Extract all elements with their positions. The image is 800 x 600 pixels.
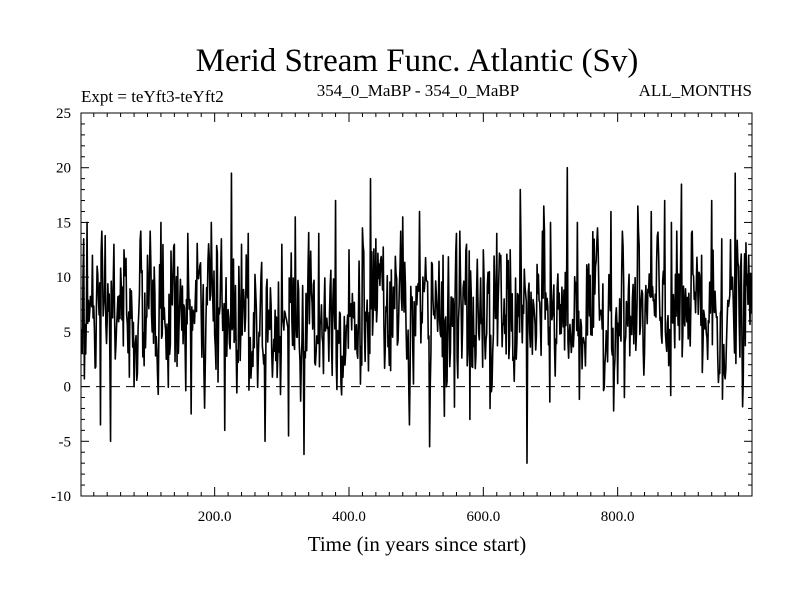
x-tick-label: 200.0: [198, 509, 232, 525]
x-axis-label: Time (in years since start): [308, 532, 527, 556]
y-tick-label: 20: [56, 161, 71, 177]
x-tick-label: 600.0: [466, 509, 500, 525]
x-tick-label: 400.0: [332, 509, 366, 525]
months-label: ALL_MONTHS: [639, 81, 752, 100]
series-line: [81, 166, 752, 464]
period-label: 354_0_MaBP - 354_0_MaBP: [317, 81, 519, 100]
y-tick-label: 25: [56, 106, 71, 122]
plot-frame: [80, 112, 753, 497]
chart-title: Merid Stream Func. Atlantic (Sv): [196, 43, 639, 79]
y-tick-label: 5: [64, 325, 72, 341]
ticks-layer: -10 -5 0 5 10 15 20 25 200.0 400.0 600.0 800.0: [51, 106, 752, 525]
y-tick-label: 10: [56, 270, 71, 286]
x-tick-label: 800.0: [601, 509, 635, 525]
y-tick-label: -5: [59, 434, 72, 450]
y-tick-label: -10: [51, 489, 71, 505]
y-tick-label: 15: [56, 215, 71, 231]
series-layer: [81, 166, 752, 464]
y-tick-label: 0: [64, 380, 72, 396]
experiment-label: Expt = teYft3-teYft2: [81, 87, 224, 106]
